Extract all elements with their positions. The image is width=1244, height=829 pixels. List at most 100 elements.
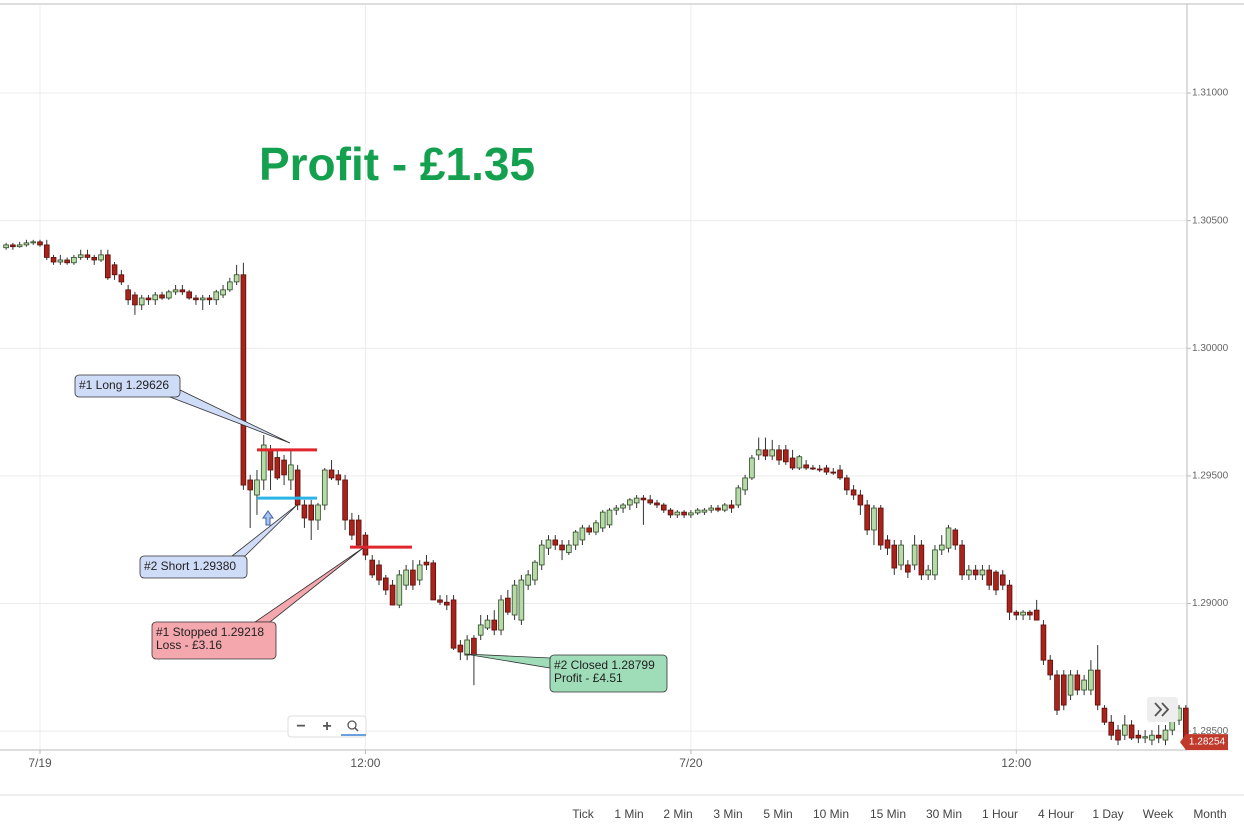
last-price-label: 1.28254	[1189, 737, 1226, 748]
candle-body	[145, 297, 152, 301]
callout-box	[139, 555, 248, 579]
zoom-control	[287, 715, 367, 738]
candle-body	[1060, 674, 1067, 706]
y-tick-label: 1.30000	[1192, 343, 1229, 354]
candle-body	[111, 264, 118, 276]
candle-body	[1020, 611, 1026, 616]
timeframe-button[interactable]: 3 Min	[713, 807, 742, 821]
candle-body	[884, 539, 891, 549]
zoom-out[interactable]: −	[296, 718, 305, 735]
candle-body	[10, 244, 16, 248]
timeframe-button[interactable]: Week	[1143, 807, 1174, 821]
candle-body	[321, 469, 328, 506]
candle-body	[1128, 724, 1135, 739]
callout-text: Loss - £3.16	[156, 638, 222, 652]
candle-body	[186, 291, 192, 299]
candle-body	[823, 467, 830, 473]
candle-body	[586, 527, 592, 533]
candle-body	[667, 509, 674, 516]
candle-body	[627, 499, 633, 506]
candle-body	[91, 257, 98, 261]
candle-body	[633, 497, 640, 504]
timeframe-button[interactable]: 1 Min	[614, 807, 643, 821]
candle-body	[891, 544, 898, 569]
candle-body	[213, 291, 220, 301]
candle-body	[898, 544, 904, 566]
candle-body	[925, 569, 931, 576]
timeframe-button[interactable]: 1 Hour	[982, 807, 1018, 821]
timeframe-button[interactable]: Month	[1193, 807, 1226, 821]
candle-body	[1135, 734, 1142, 739]
x-tick-label: 7/20	[679, 756, 703, 770]
candle-body	[1162, 729, 1169, 741]
candle-body	[464, 639, 470, 656]
candle-body	[1155, 734, 1162, 739]
candle-body	[30, 241, 37, 244]
x-tick-label: 7/19	[28, 756, 52, 770]
callout-box	[151, 621, 277, 660]
candle-body	[491, 619, 498, 631]
candle-body	[362, 534, 369, 556]
candle-body	[267, 449, 274, 471]
timeframe-button[interactable]: Tick	[572, 807, 595, 821]
candle-body	[281, 459, 287, 476]
candle-body	[125, 289, 131, 301]
candle-body	[423, 561, 430, 566]
candle-body	[721, 504, 728, 511]
last-price-tag	[1180, 734, 1228, 751]
candle-body	[342, 479, 348, 521]
candle-body	[545, 539, 552, 549]
candle-body	[430, 562, 437, 601]
zoom-reset[interactable]	[341, 720, 366, 736]
candle-body	[23, 242, 30, 246]
candle-body	[3, 244, 9, 249]
timeframe-button[interactable]: 5 Min	[763, 807, 792, 821]
timeframe-button[interactable]: 1 Day	[1092, 807, 1123, 821]
timeframe-button[interactable]: 2 Min	[663, 807, 692, 821]
candle-body	[938, 544, 945, 551]
candle-body	[206, 297, 213, 301]
candle-body	[932, 549, 938, 576]
candle-body	[1054, 674, 1060, 711]
candle-body	[50, 257, 57, 263]
candle-body	[484, 619, 491, 629]
timeframe-button[interactable]: 30 Min	[926, 807, 962, 821]
candle-body	[613, 507, 620, 511]
timeframe-button[interactable]: 15 Min	[870, 807, 906, 821]
candle-body	[64, 259, 70, 264]
candle-body	[674, 511, 681, 516]
candle-body	[694, 509, 701, 514]
candle-body	[701, 509, 708, 513]
candle-body	[593, 522, 599, 533]
candle-body	[477, 624, 484, 636]
candle-body	[57, 259, 64, 263]
candle-body	[966, 569, 972, 576]
candle-body	[518, 579, 525, 621]
candle-body	[396, 574, 403, 606]
timeframe-button[interactable]: 10 Min	[813, 807, 849, 821]
candle-body	[742, 477, 748, 491]
timeframe-button[interactable]: 4 Hour	[1038, 807, 1074, 821]
candle-body	[952, 529, 959, 546]
candle-body	[728, 504, 735, 509]
candle-body	[220, 289, 226, 296]
candle-body	[871, 507, 877, 531]
callout-text: #1 Long 1.29626	[79, 378, 169, 392]
candle-body	[233, 274, 240, 283]
candle-body	[457, 644, 464, 653]
candle-body	[979, 569, 986, 576]
candle-body	[369, 559, 376, 576]
candle-body	[179, 289, 186, 293]
candle-body	[789, 457, 796, 469]
candle-body	[152, 294, 159, 301]
candle-body	[288, 464, 294, 481]
candle-body	[532, 561, 538, 581]
scroll-right-button[interactable]	[1147, 697, 1178, 722]
candle-body	[199, 297, 206, 301]
candle-body	[274, 457, 281, 479]
zoom-in[interactable]: +	[322, 718, 331, 735]
candle-body	[762, 449, 769, 457]
candle-body	[905, 564, 911, 573]
candle-body	[105, 254, 111, 279]
